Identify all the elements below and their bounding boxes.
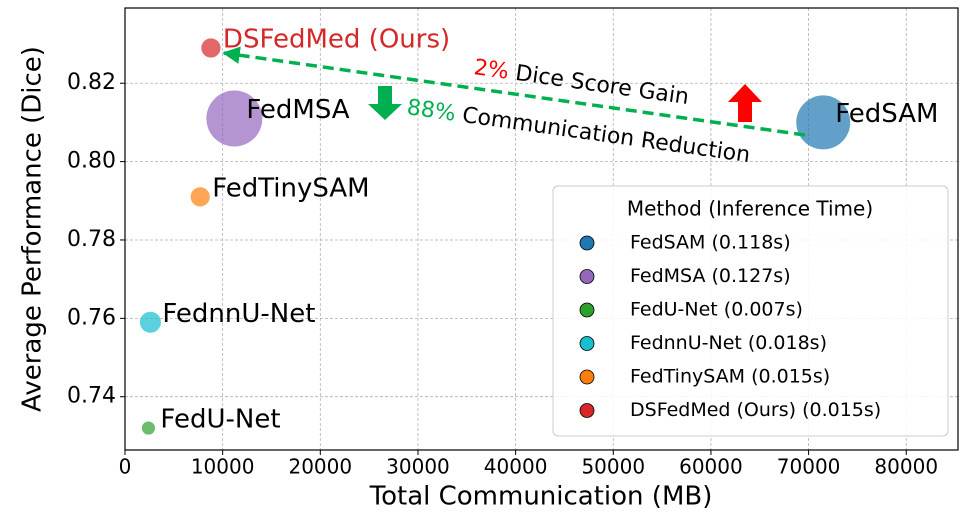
legend-marker — [579, 235, 595, 251]
marks: FedSAM FedMSA FedU-Net FednnU-Net FedTinySAM… — [139, 24, 938, 435]
legend-label: FednnU-Net (0.018s) — [630, 332, 827, 354]
point-label: FednnU-Net — [162, 299, 315, 329]
legend-label: FedU-Net (0.007s) — [630, 299, 803, 321]
x-axis-label: Total Communication (MB) — [369, 482, 713, 512]
legend-marker — [579, 302, 595, 318]
annotation-text: Communication Reduction — [461, 103, 752, 168]
y-tick-label: 0.82 — [67, 70, 116, 95]
y-tick-label: 0.80 — [67, 149, 116, 174]
point-label: DSFedMed (Ours) — [223, 24, 450, 54]
legend: Method (Inference Time) FedSAM (0.118s) F… — [552, 185, 949, 437]
legend-label: FedMSA (0.127s) — [630, 265, 791, 287]
x-tick-label: 50000 — [581, 455, 645, 479]
y-axis-label: Average Performance (Dice) — [18, 46, 48, 412]
legend-label: DSFedMed (Ours) (0.015s) — [630, 399, 881, 421]
x-tick-label: 80000 — [874, 455, 938, 479]
legend-label: FedSAM (0.118s) — [630, 232, 791, 254]
annotation-pct: 88% — [405, 95, 457, 127]
y-tick-label: 0.74 — [67, 384, 116, 409]
legend-title: Method (Inference Time) — [627, 197, 873, 221]
down-arrow — [368, 86, 402, 120]
point-label: FedMSA — [246, 95, 349, 125]
x-tick-label: 0 — [119, 455, 132, 479]
annotation-pct: 2% — [472, 55, 510, 85]
point-label: FedSAM — [835, 99, 938, 129]
y-tick-label: 0.78 — [67, 227, 116, 252]
x-tick-label: 10000 — [191, 455, 255, 479]
plot-frame — [124, 7, 959, 451]
grid: 0 10000 20000 30000 40000 50000 60000 70000 8000… — [67, 8, 958, 479]
point — [201, 38, 221, 58]
y-tick-label: 0.76 — [67, 305, 116, 330]
point — [206, 90, 263, 147]
legend-marker — [579, 403, 595, 418]
point — [141, 421, 156, 435]
annotation-comm: 88% Communication Reduction — [405, 95, 751, 168]
point-label: FedTinySAM — [212, 173, 369, 203]
point — [139, 311, 161, 333]
x-tick-label: 30000 — [386, 455, 450, 479]
annotation: 88% Communication Reduction — [405, 95, 751, 168]
point-label: FedU-Net — [160, 405, 280, 435]
x-tick-label: 60000 — [679, 455, 743, 479]
x-tick-label: 70000 — [777, 455, 841, 479]
x-tick-label: 40000 — [484, 455, 548, 479]
annotation-text: Dice Score Gain — [514, 61, 691, 110]
legend-marker — [579, 269, 595, 284]
up-arrow — [728, 84, 762, 122]
legend-label: FedTinySAM (0.015s) — [630, 366, 830, 388]
arrow-line — [222, 46, 806, 137]
legend-marker — [579, 336, 595, 351]
legend-marker — [579, 369, 595, 385]
legend-box — [552, 185, 949, 437]
point — [796, 95, 851, 150]
point — [190, 187, 210, 207]
x-tick-label: 20000 — [288, 455, 352, 479]
